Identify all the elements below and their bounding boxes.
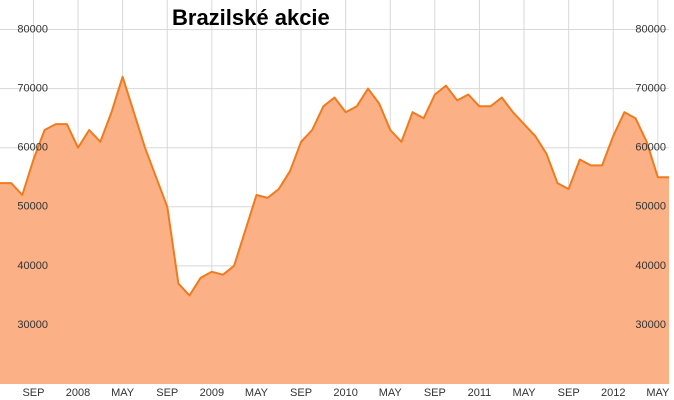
area-fill bbox=[0, 76, 669, 385]
y-tick-label-right: 60000 bbox=[635, 142, 666, 154]
x-tick-label: SEP bbox=[290, 387, 312, 399]
x-tick-label: 2008 bbox=[66, 387, 90, 399]
y-tick-label: 60000 bbox=[17, 142, 48, 154]
y-tick-label-right: 40000 bbox=[635, 260, 666, 272]
y-tick-label: 30000 bbox=[17, 319, 48, 331]
y-tick-label: 70000 bbox=[17, 83, 48, 95]
x-tick-label: MAY bbox=[379, 387, 403, 399]
y-tick-label: 80000 bbox=[17, 23, 48, 35]
x-tick-label: MAY bbox=[646, 387, 670, 399]
x-tick-label: MAY bbox=[245, 387, 269, 399]
x-tick-label: SEP bbox=[424, 387, 446, 399]
plot bbox=[0, 75, 669, 385]
y-tick-label-right: 80000 bbox=[635, 23, 666, 35]
x-tick-label: 2012 bbox=[601, 387, 625, 399]
y-tick-label-right: 50000 bbox=[635, 201, 666, 213]
x-tick-label: MAY bbox=[111, 387, 135, 399]
x-tick-label: 2010 bbox=[333, 387, 357, 399]
line bbox=[0, 75, 669, 297]
y-tick-label-right: 70000 bbox=[635, 83, 666, 95]
x-tick-label: MAY bbox=[513, 387, 537, 399]
y-tick-label-right: 30000 bbox=[635, 319, 666, 331]
y-tick-label: 40000 bbox=[17, 260, 48, 272]
x-tick-label: 2011 bbox=[468, 387, 492, 399]
x-tick-label: 2009 bbox=[200, 387, 224, 399]
y-tick-label: 50000 bbox=[17, 201, 48, 213]
x-tick-label: SEP bbox=[22, 387, 44, 399]
x-tick-label: SEP bbox=[558, 387, 580, 399]
x-tick-label: SEP bbox=[156, 387, 178, 399]
labels: SEP 2008 MAY SEP 2009 MAY SEP 2010 MAY SEP 2011 MAY… bbox=[17, 23, 670, 398]
chart-title: Brazilské akcie bbox=[172, 5, 330, 30]
